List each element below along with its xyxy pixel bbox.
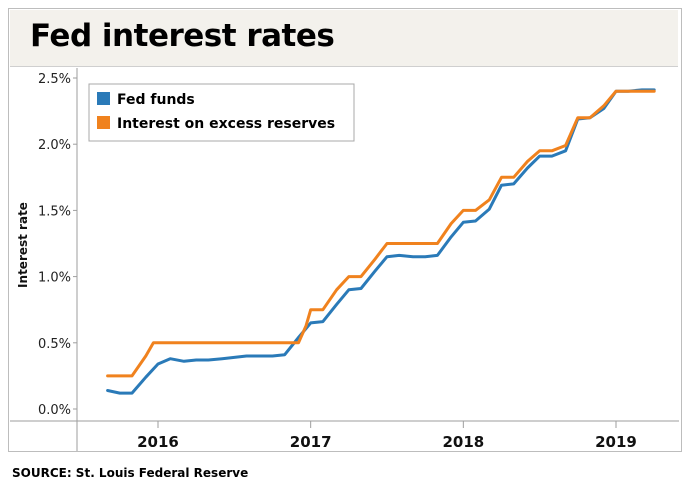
- legend-label-fed-funds: Fed funds: [117, 92, 195, 108]
- title-bar: Fed interest rates: [10, 10, 678, 67]
- legend-swatch-fed-funds: [97, 92, 110, 105]
- chart-frame: [8, 8, 682, 452]
- y-tick-label: 0.5%: [38, 337, 71, 352]
- y-tick-label: 2.0%: [38, 138, 71, 153]
- legend-swatch-ioer: [97, 116, 110, 129]
- y-tick-label: 2.5%: [38, 72, 71, 87]
- x-tick-label: 2016: [137, 433, 179, 451]
- y-axis-label: Interest rate: [16, 202, 30, 288]
- legend-label-ioer: Interest on excess reserves: [117, 116, 335, 132]
- y-tick-label: 1.5%: [38, 204, 71, 219]
- source-note: SOURCE: St. Louis Federal Reserve: [12, 466, 249, 480]
- chart-title: Fed interest rates: [30, 18, 335, 54]
- x-tick-label: 2017: [290, 433, 332, 451]
- legend-box: [88, 83, 355, 142]
- ioer-line: [106, 89, 656, 378]
- x-tick-label: 2019: [595, 433, 637, 451]
- x-tick-label: 2018: [442, 433, 484, 451]
- y-tick-label: 1.0%: [38, 271, 71, 286]
- fed-funds-line: [106, 88, 656, 395]
- y-tick-label: 0.0%: [38, 403, 71, 418]
